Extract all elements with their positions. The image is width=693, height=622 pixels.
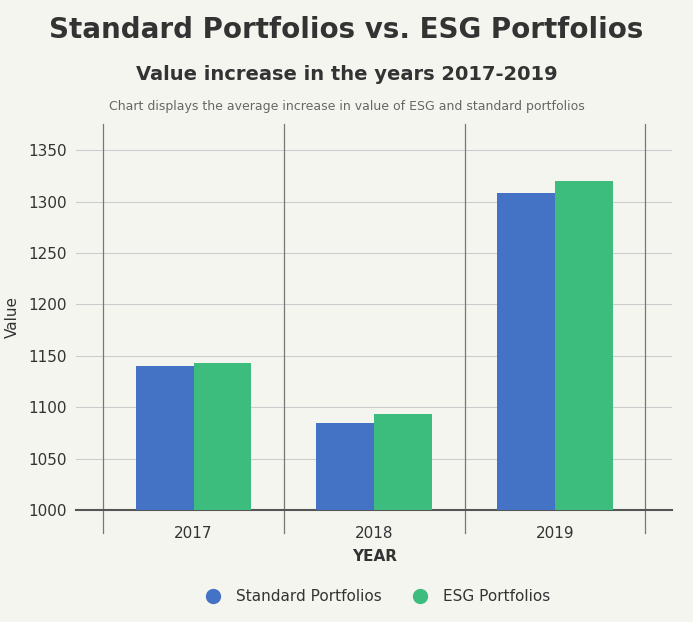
- Text: Chart displays the average increase in value of ESG and standard portfolios: Chart displays the average increase in v…: [109, 100, 584, 113]
- Bar: [555, 181, 613, 622]
- Bar: [136, 366, 193, 622]
- Bar: [317, 422, 374, 622]
- Y-axis label: Value: Value: [5, 296, 19, 338]
- Bar: [497, 193, 555, 622]
- Bar: [374, 414, 432, 622]
- Text: Standard Portfolios vs. ESG Portfolios: Standard Portfolios vs. ESG Portfolios: [49, 16, 644, 44]
- Bar: [193, 363, 252, 622]
- Legend: Standard Portfolios, ESG Portfolios: Standard Portfolios, ESG Portfolios: [192, 583, 556, 610]
- Text: Value increase in the years 2017-2019: Value increase in the years 2017-2019: [136, 65, 557, 85]
- X-axis label: YEAR: YEAR: [352, 549, 396, 564]
